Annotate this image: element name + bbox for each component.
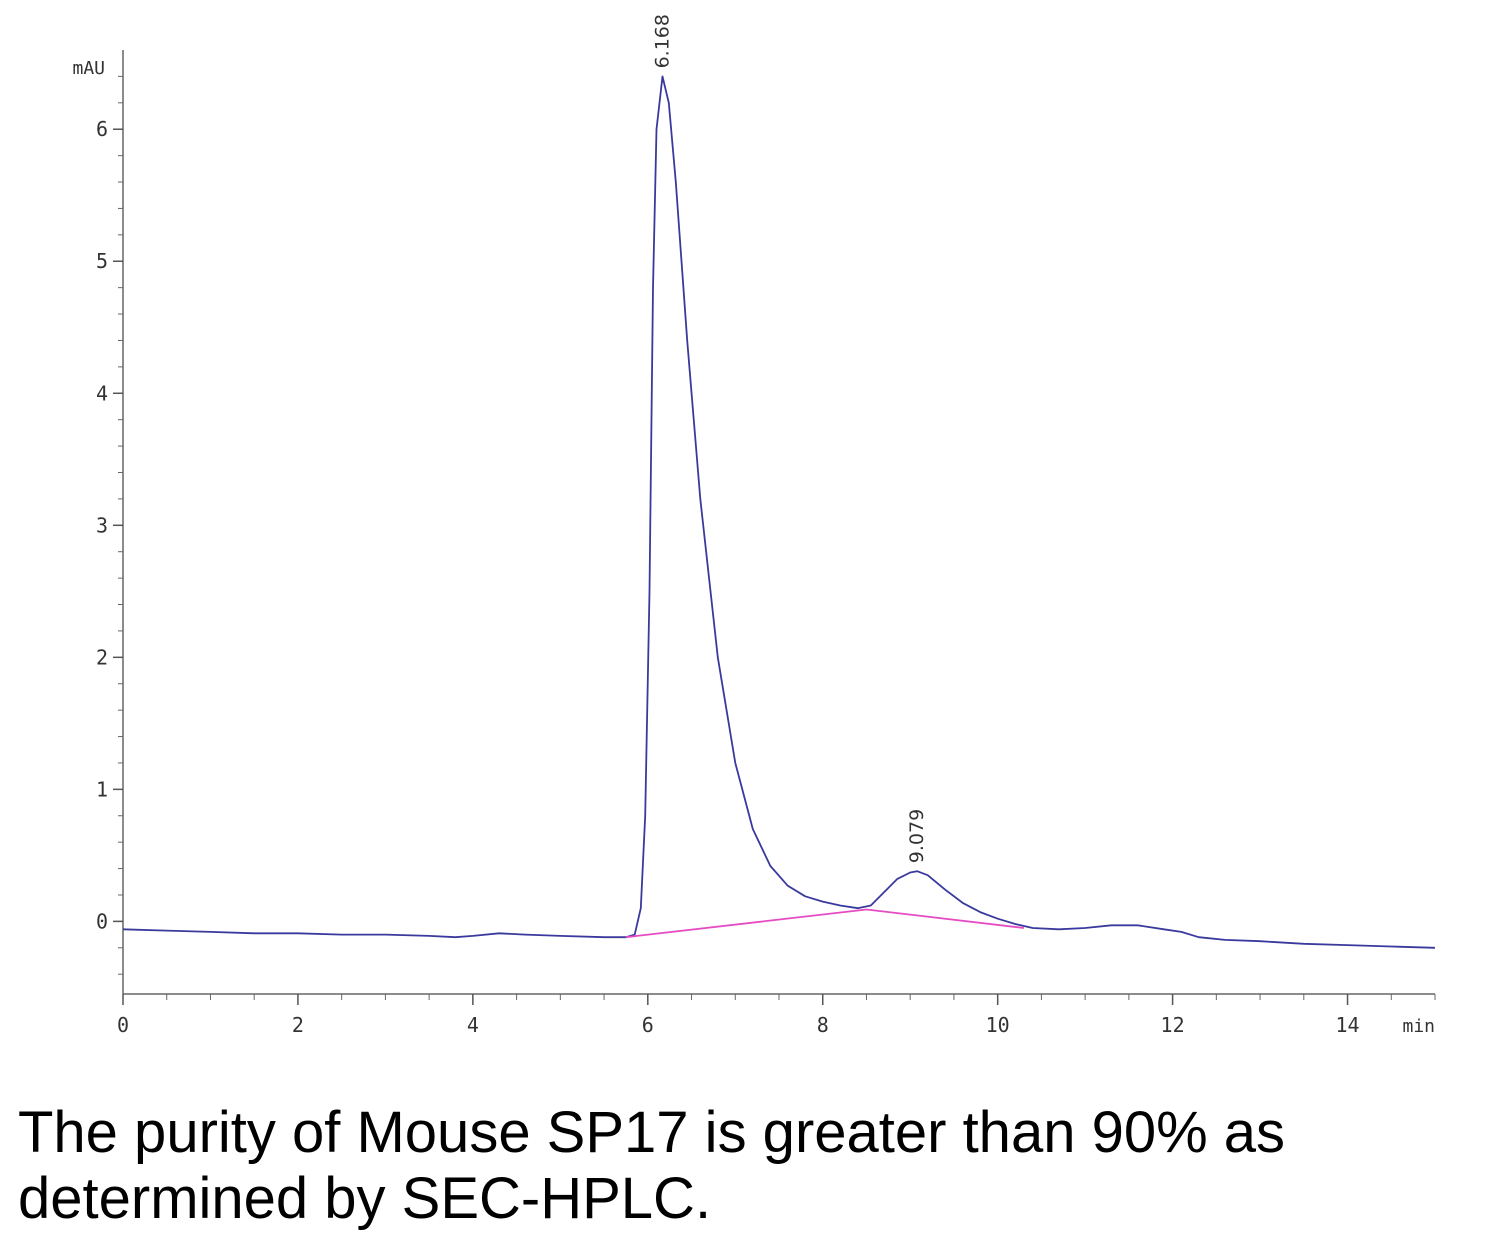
peak-label: 9.079	[906, 809, 928, 863]
peak-label: 6.168	[651, 14, 673, 68]
series-lines	[122, 75, 1436, 949]
x-tick-label: 4	[467, 1013, 479, 1037]
y-axis-unit-label: mAU	[72, 58, 105, 79]
y-tick-label: 4	[96, 381, 108, 405]
axes	[122, 50, 1435, 995]
x-tick-label: 10	[986, 1013, 1010, 1037]
peak-labels: 6.168 9.079	[651, 14, 928, 863]
x-tick-label: 12	[1161, 1013, 1185, 1037]
x-tick-label: 14	[1335, 1013, 1359, 1037]
y-tick-label: 6	[96, 117, 108, 141]
x-tick-label: 0	[117, 1013, 129, 1037]
signal-trace-line	[122, 75, 1436, 949]
x-tick-label: 6	[642, 1013, 654, 1037]
figure-caption: The purity of Mouse SP17 is greater than…	[18, 1100, 1286, 1231]
x-axis-unit-label: min	[1402, 1016, 1435, 1037]
x-tick-label: 8	[817, 1013, 829, 1037]
y-tick-label: 0	[96, 909, 108, 933]
baseline-line	[625, 908, 1025, 939]
y-tick-label: 2	[96, 645, 108, 669]
y-tick-label: 3	[96, 513, 108, 537]
y-tick-label: 1	[96, 777, 108, 801]
x-tick-label: 2	[292, 1013, 304, 1037]
y-tick-label: 5	[96, 249, 108, 273]
